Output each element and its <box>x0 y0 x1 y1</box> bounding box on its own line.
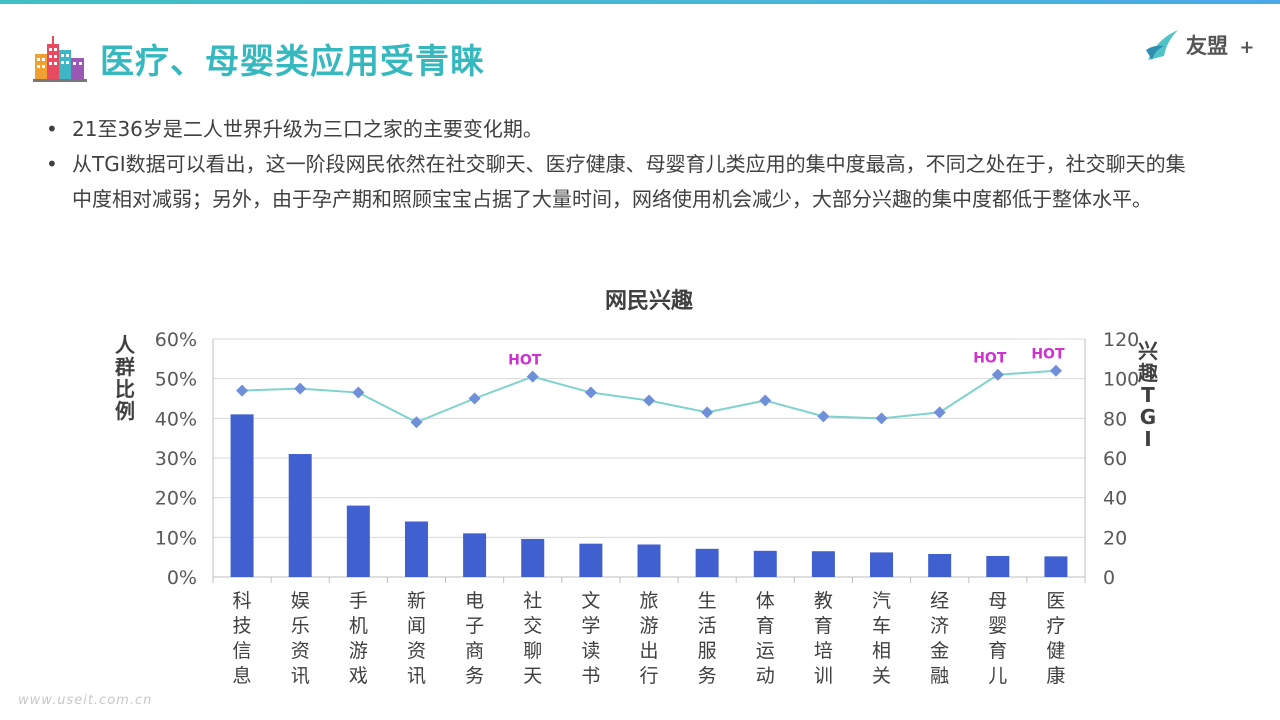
y2-tick-label: 80 <box>1103 408 1127 430</box>
x-category-label: 社交聊天 <box>523 590 542 687</box>
bullet-list: • 21至36岁是二人世界升级为三口之家的主要变化期。 • 从TGI数据可以看出… <box>44 112 1204 217</box>
bar <box>1044 556 1068 577</box>
hot-label: HOT <box>508 353 542 369</box>
tgi-point <box>1049 364 1062 377</box>
tgi-point <box>817 410 830 423</box>
x-category-label: 母婴育儿 <box>988 590 1007 687</box>
y2-tick-label: 100 <box>1103 369 1139 391</box>
tgi-point <box>643 394 655 407</box>
tgi-point <box>933 406 946 419</box>
bar <box>986 555 1010 577</box>
x-category-label: 电子商务 <box>465 590 484 687</box>
bar <box>811 551 835 577</box>
tgi-point <box>236 384 249 397</box>
logo-plus: + <box>1239 37 1255 58</box>
umeng-logo: 友盟 + <box>1140 24 1264 68</box>
bullet-text: 21至36岁是二人世界升级为三口之家的主要变化期。 <box>72 117 543 141</box>
logo-text: 友盟 + <box>1186 32 1254 62</box>
tgi-point <box>759 394 772 407</box>
hot-label: HOT <box>973 351 1007 367</box>
tgi-point <box>526 370 539 383</box>
tgi-point <box>294 382 307 395</box>
x-category-label: 汽车相关 <box>872 590 891 687</box>
bar <box>521 538 545 577</box>
tgi-point <box>875 412 888 425</box>
umeng-bird-icon <box>1146 30 1178 60</box>
tgi-point <box>701 406 714 419</box>
bar <box>928 553 952 577</box>
logo-name: 友盟 <box>1186 34 1228 58</box>
y2-tick-label: 120 <box>1103 329 1139 351</box>
tgi-point <box>991 368 1004 381</box>
city-buildings-icon <box>33 36 87 82</box>
bar <box>404 521 428 577</box>
x-category-label: 手机游戏 <box>349 590 368 687</box>
y2-tick-label: 0 <box>1103 567 1115 589</box>
x-category-label: 娱乐资讯 <box>291 590 310 687</box>
x-category-label: 医疗健康 <box>1046 590 1065 687</box>
y2-axis-title: 兴趣 T G I <box>1137 339 1159 451</box>
tgi-point <box>468 392 481 405</box>
bar <box>288 454 312 577</box>
top-accent-bar <box>0 0 1280 4</box>
bullet-marker: • <box>46 117 58 141</box>
y-tick-label: 10% <box>155 527 197 549</box>
x-category-label: 经济金融 <box>930 590 949 687</box>
bar <box>870 552 894 577</box>
bar <box>695 548 719 577</box>
bar <box>230 414 254 577</box>
y2-tick-label: 20 <box>1103 527 1127 549</box>
chart-title: 网民兴趣 <box>605 288 693 314</box>
x-category-label: 新闻资讯 <box>407 590 426 687</box>
x-category-label: 体育运动 <box>756 590 775 687</box>
y-axis-title: 人群比例 <box>114 333 136 423</box>
y2-tick-label: 60 <box>1103 448 1127 470</box>
x-category-label: 文学读书 <box>581 590 600 687</box>
interest-chart: 网民兴趣 0% 0 10% 20 20% 40 30% 60 40% 80 50% 100 60% 120 人… <box>114 288 1159 687</box>
y-tick-label: 40% <box>155 408 197 430</box>
tgi-point <box>584 386 597 399</box>
x-category-label: 教育培训 <box>814 590 833 687</box>
y-tick-label: 30% <box>155 448 197 470</box>
y-tick-label: 20% <box>155 488 197 510</box>
bar <box>637 544 661 577</box>
watermark: www.useit.com.cn <box>18 693 153 708</box>
bullet-item: • 从TGI数据可以看出，这一阶段网民依然在社交聊天、医疗健康、母婴育儿类应用的… <box>44 147 1204 217</box>
x-category-label: 旅游出行 <box>639 590 658 687</box>
page-title: 医疗、母婴类应用受青睐 <box>100 42 485 82</box>
y-tick-label: 60% <box>155 329 197 351</box>
bullet-item: • 21至36岁是二人世界升级为三口之家的主要变化期。 <box>44 112 1204 147</box>
bar <box>346 505 370 577</box>
y2-tick-label: 40 <box>1103 488 1127 510</box>
hot-label: HOT <box>1031 347 1065 363</box>
x-category-label: 生活服务 <box>698 590 717 687</box>
tgi-point <box>410 416 423 429</box>
tgi-point <box>352 386 365 399</box>
bar <box>753 550 777 577</box>
bullet-marker: • <box>46 152 58 176</box>
y-tick-label: 50% <box>155 369 197 391</box>
x-category-label: 科技信息 <box>233 590 252 687</box>
bar <box>463 533 487 577</box>
bar <box>579 543 603 577</box>
y-tick-label: 0% <box>167 567 197 589</box>
bullet-text: 从TGI数据可以看出，这一阶段网民依然在社交聊天、医疗健康、母婴育儿类应用的集中… <box>72 152 1186 211</box>
